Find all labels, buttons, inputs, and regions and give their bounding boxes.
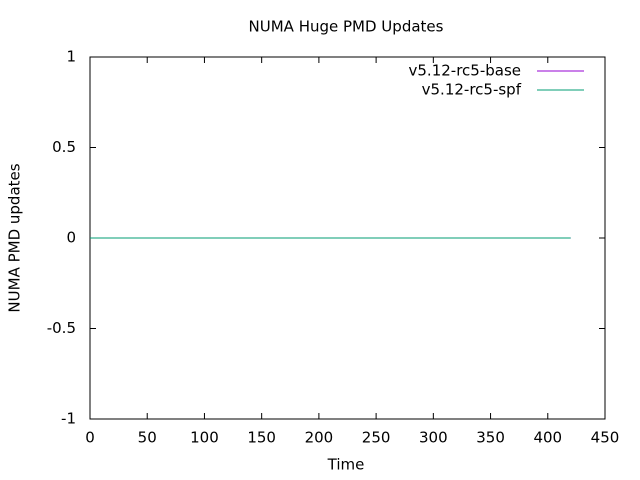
x-axis-label: Time — [327, 456, 365, 474]
y-tick-label: 0.5 — [52, 138, 76, 156]
y-tick-label: -0.5 — [47, 319, 76, 337]
x-tick-label: 100 — [190, 429, 219, 447]
x-tick-label: 450 — [591, 429, 620, 447]
legend-label: v5.12-rc5-spf — [422, 81, 522, 99]
y-tick-label: 0 — [66, 229, 76, 247]
y-axis-label: NUMA PMD updates — [6, 163, 24, 312]
x-tick-label: 50 — [138, 429, 157, 447]
y-tick-label: 1 — [66, 48, 76, 66]
x-tick-label: 250 — [362, 429, 391, 447]
x-tick-label: 300 — [419, 429, 448, 447]
x-tick-label: 150 — [247, 429, 276, 447]
y-tick-label: -1 — [61, 410, 76, 428]
x-tick-label: 200 — [305, 429, 334, 447]
x-tick-label: 400 — [533, 429, 562, 447]
x-tick-label: 0 — [85, 429, 95, 447]
legend-label: v5.12-rc5-base — [409, 62, 522, 80]
x-tick-label: 350 — [476, 429, 505, 447]
chart-title: NUMA Huge PMD Updates — [249, 18, 444, 36]
